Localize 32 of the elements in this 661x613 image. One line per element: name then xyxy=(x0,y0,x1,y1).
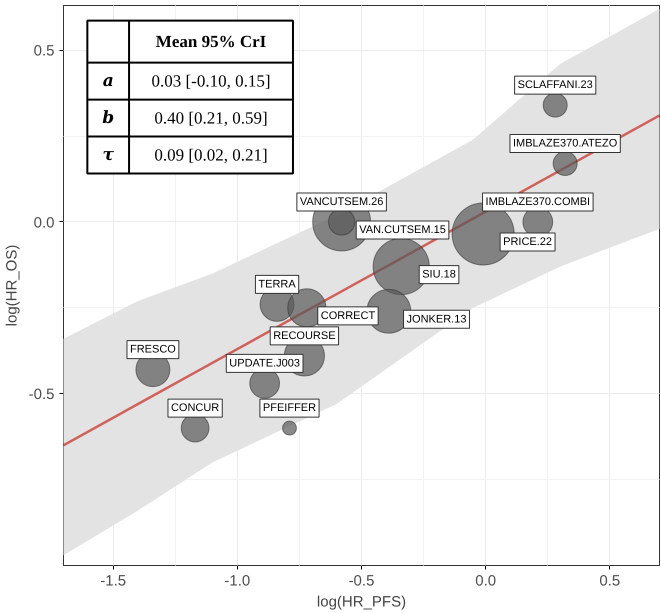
annotation: 0.03 [-0.10, 0.15] xyxy=(152,72,271,91)
x-tick-label: -1.0 xyxy=(224,572,250,590)
x-tick-label: 0.5 xyxy=(599,572,620,590)
x-tick-label: 0.0 xyxy=(475,572,496,590)
annotation: CONCUR xyxy=(170,402,220,414)
annotation: SIU.18 xyxy=(422,268,456,281)
x-tick-label: -1.5 xyxy=(100,572,126,590)
annotation: a xyxy=(102,71,114,92)
annotation: UPDATE.J003 xyxy=(229,357,300,370)
annotation: b xyxy=(102,108,114,128)
annotation: VAN.CUTSEM.15 xyxy=(359,224,446,236)
x-axis-title: log(HR_PFS) xyxy=(316,594,406,610)
annotation: FRESCO xyxy=(130,344,176,356)
annotation: IMBLAZE370.ATEZO xyxy=(512,138,618,150)
annotation: τ xyxy=(102,145,114,166)
annotation: CORRECT xyxy=(320,310,376,322)
y-axis-title: log(HR_OS) xyxy=(4,244,21,326)
y-tick-label: -0.5 xyxy=(28,386,55,404)
y-tick-label: 0.5 xyxy=(34,42,55,60)
annotation: Mean 95% CrI xyxy=(156,32,267,52)
annotation: RECOURSE xyxy=(273,330,336,342)
annotation: JONKER.13 xyxy=(406,313,466,326)
annotation: PFEIFFER xyxy=(262,402,316,414)
y-tick-label: 0.0 xyxy=(34,214,55,232)
annotation: IMBLAZE370.COMBI xyxy=(486,196,590,208)
annotation: VANCUTSEM.26 xyxy=(300,196,384,208)
annotation: PRICE.22 xyxy=(503,236,552,248)
annotation: 0.09 [0.02, 0.21] xyxy=(154,146,268,165)
x-tick-label: -0.5 xyxy=(348,572,374,590)
annotation: SCLAFFANI.23 xyxy=(518,79,593,92)
annotation: TERRA xyxy=(258,278,296,290)
annotation: 0.40 [0.21, 0.59] xyxy=(154,108,268,128)
